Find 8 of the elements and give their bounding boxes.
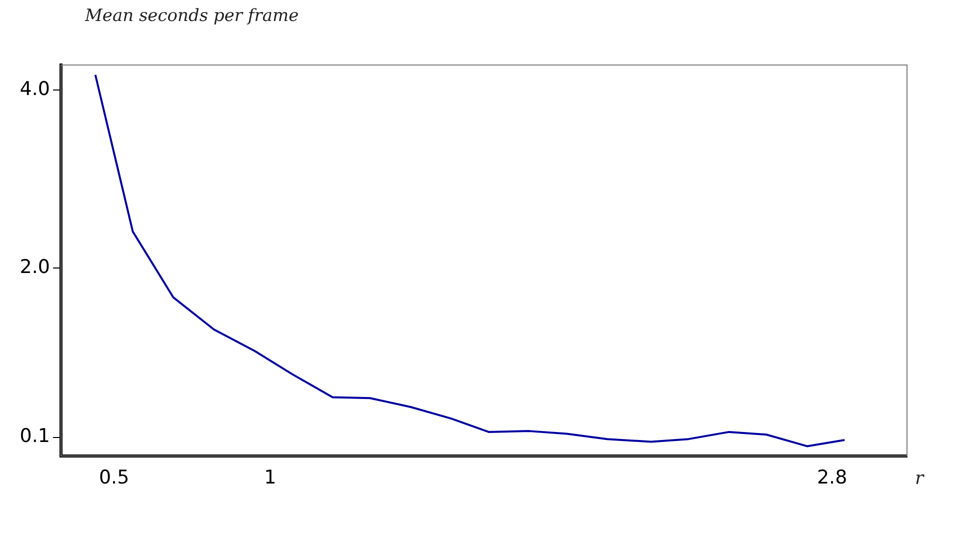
y-tick-label: 0.1 (20, 425, 50, 448)
x-tick-label: 1 (264, 466, 276, 488)
x-axis-title: r (915, 468, 924, 489)
x-tick-label: 2.8 (816, 466, 848, 488)
y-tick-label: 2.0 (20, 256, 50, 278)
y-axis-title: Mean seconds per frame (85, 6, 299, 26)
y-tick-label: 4.0 (20, 78, 50, 100)
x-tick-label: 0.5 (98, 466, 130, 488)
